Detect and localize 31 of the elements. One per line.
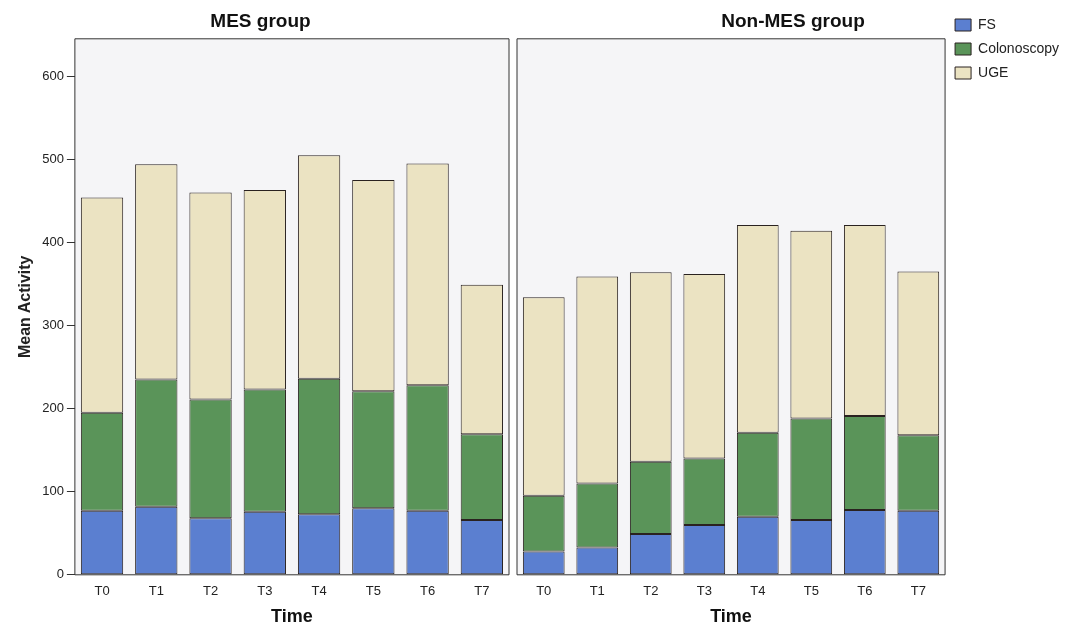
y-tick-label: 600: [42, 67, 64, 83]
legend-label: UGE: [978, 63, 1009, 80]
x-tick-label: T5: [803, 583, 819, 599]
y-tick-label: 400: [42, 233, 64, 249]
y-tick-label: 100: [42, 483, 64, 499]
x-tick-label: T1: [589, 583, 605, 599]
x-axis-title: Time: [271, 606, 313, 627]
x-tick-label: T7: [910, 583, 926, 599]
y-tick-label: 0: [56, 566, 64, 582]
x-tick-label: T6: [857, 583, 873, 599]
y-tick-label: 500: [42, 150, 64, 166]
chart-title: Non-MES group: [721, 9, 865, 31]
x-tick-label: T7: [474, 583, 490, 599]
x-tick-label: T0: [536, 583, 552, 599]
x-axis-title: Time: [710, 606, 752, 627]
y-axis-title: Mean Activity: [16, 255, 34, 359]
x-tick-label: T3: [696, 583, 712, 599]
x-tick-label: T2: [202, 583, 219, 599]
legend-label: FS: [978, 15, 996, 32]
x-tick-label: T2: [643, 583, 659, 599]
x-tick-label: T0: [94, 583, 110, 599]
chart-title: MES group: [210, 9, 311, 31]
x-tick-label: T6: [420, 583, 436, 599]
x-tick-label: T5: [365, 583, 381, 599]
x-tick-label: T4: [750, 583, 766, 599]
y-tick-label: 200: [42, 400, 64, 416]
y-tick-label: 300: [42, 317, 64, 333]
x-tick-label: T1: [148, 583, 164, 599]
x-tick-label: T3: [257, 583, 273, 599]
legend-label: Colonoscopy: [978, 39, 1059, 56]
x-tick-label: T4: [311, 583, 327, 599]
